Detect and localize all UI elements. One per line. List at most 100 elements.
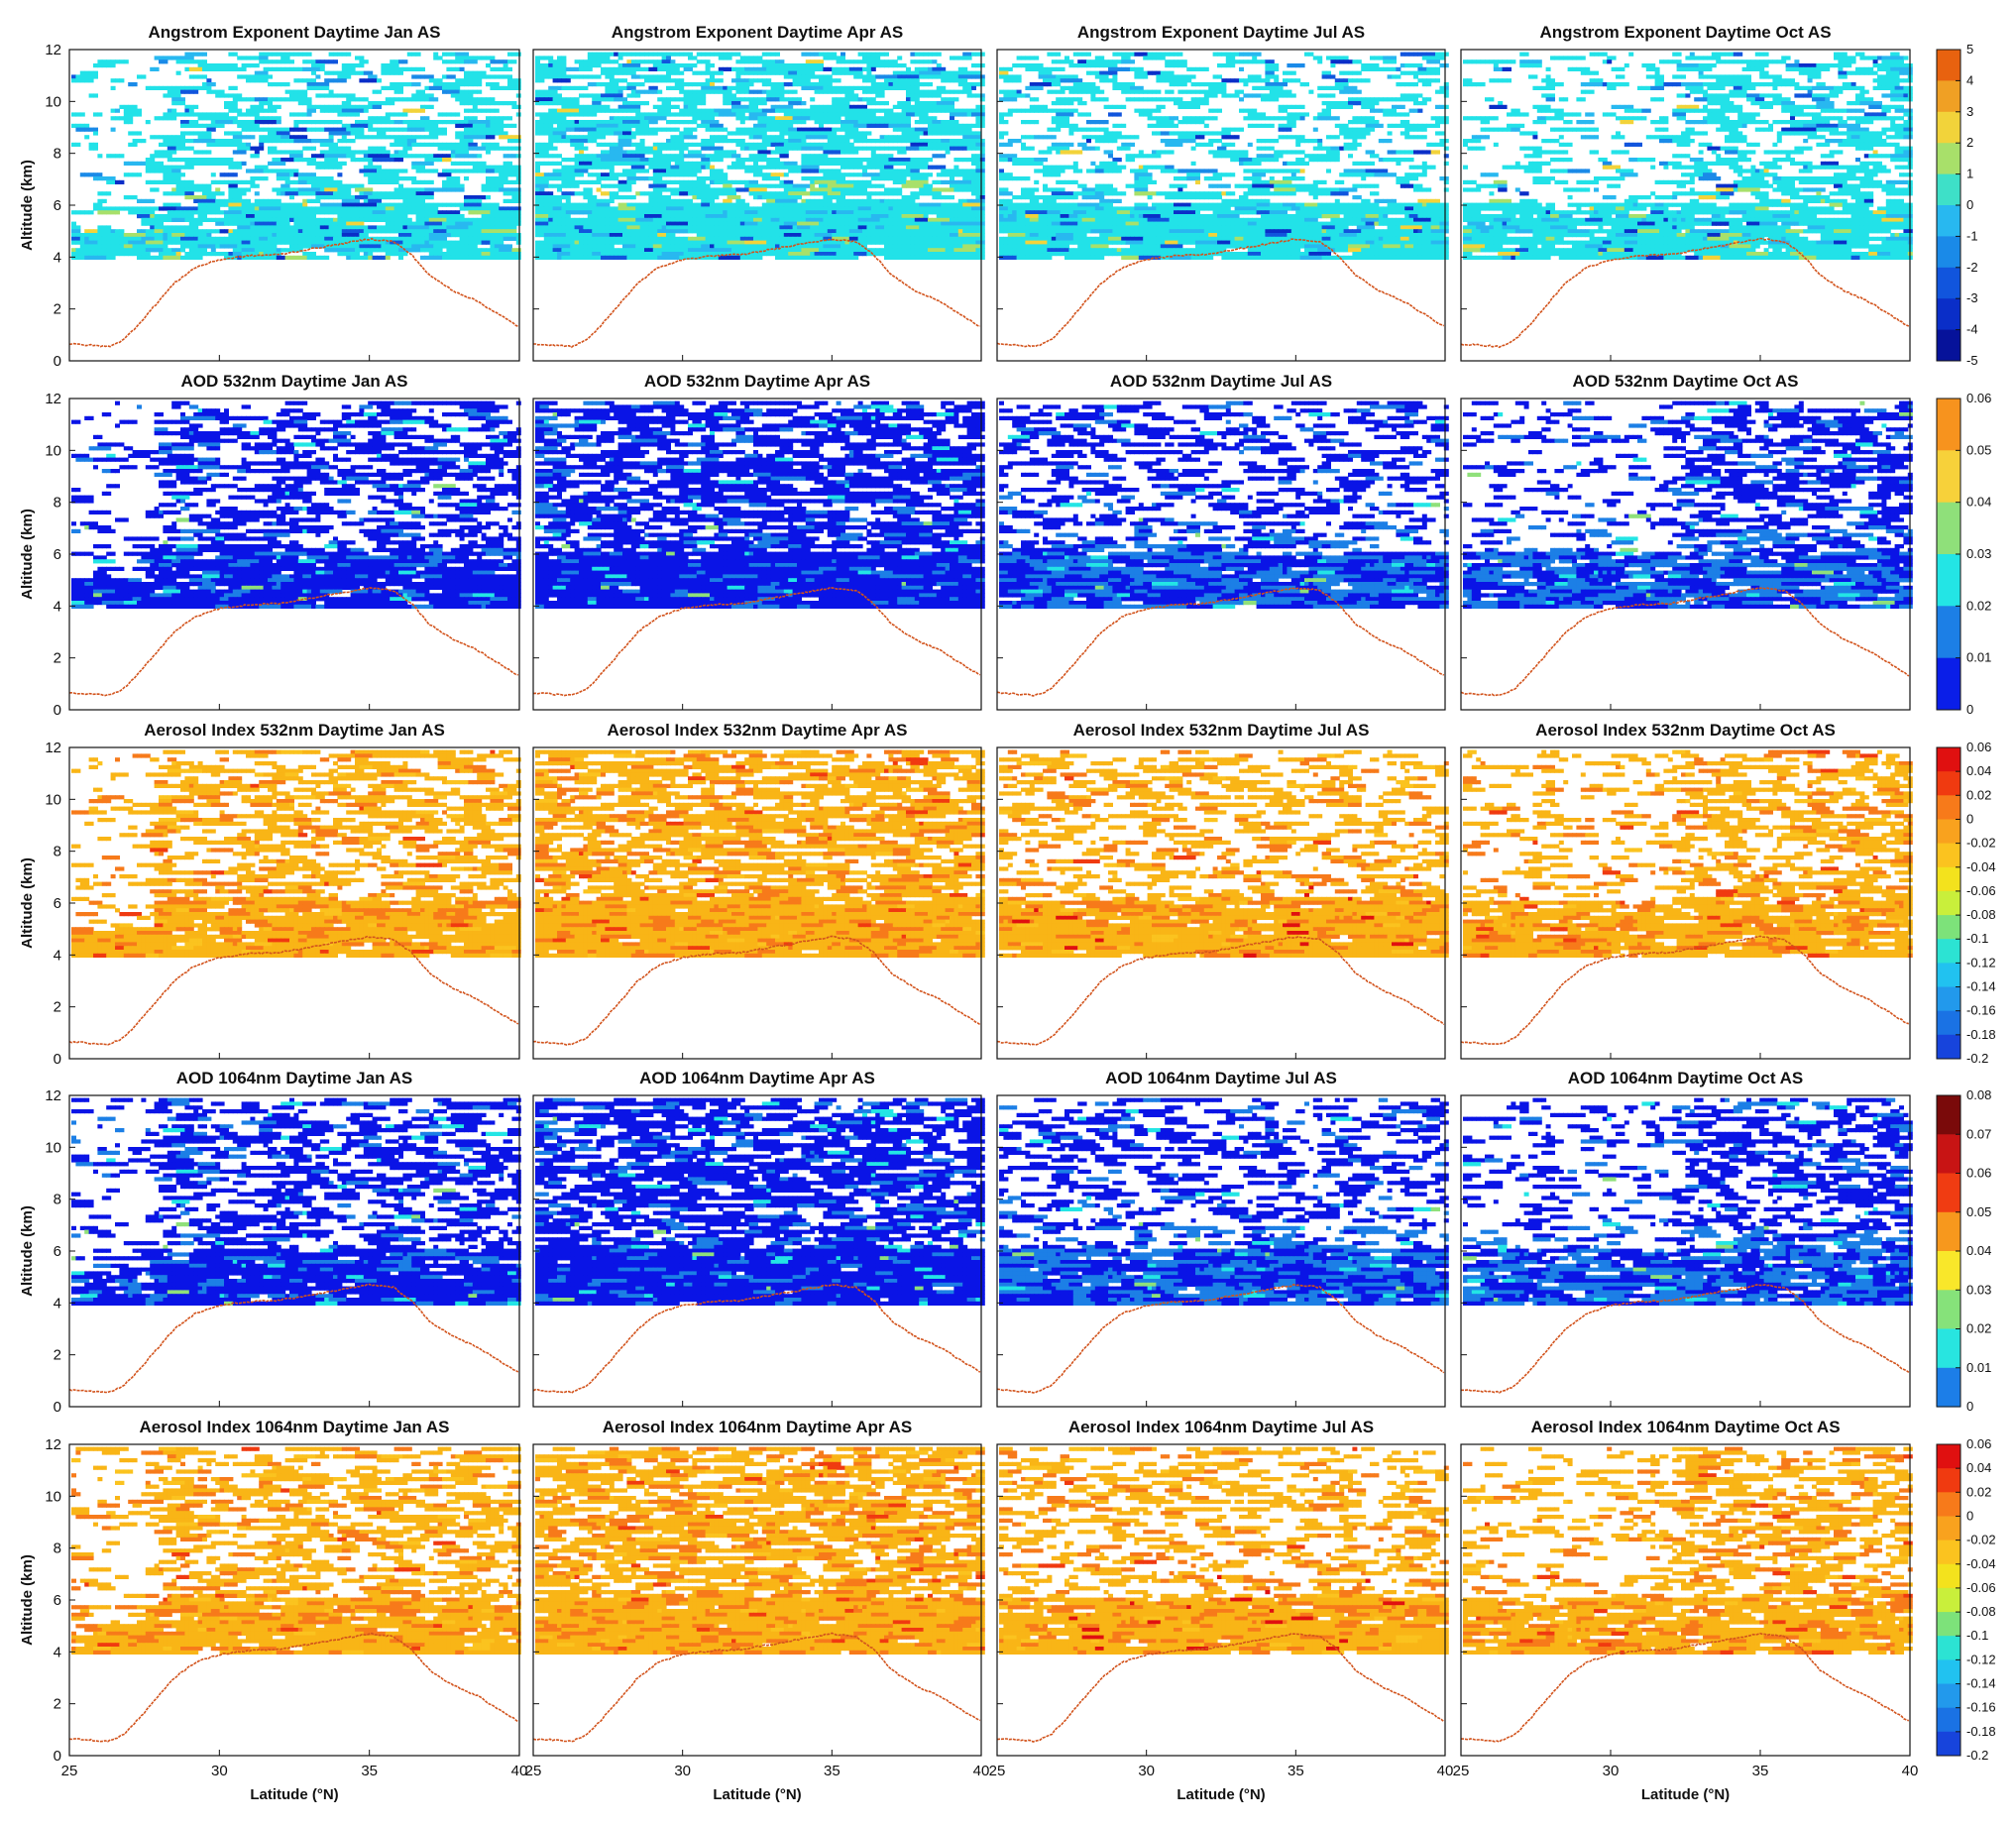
heatmap-cell <box>504 116 508 120</box>
heatmap-cell <box>477 154 482 158</box>
heatmap-cell <box>141 222 146 226</box>
heatmap-cell <box>460 131 465 135</box>
heatmap-cell <box>259 101 264 105</box>
heatmap-cell <box>451 214 456 218</box>
heatmap-cell <box>359 222 364 226</box>
heatmap-cell <box>320 150 325 154</box>
heatmap-cell <box>460 120 465 124</box>
heatmap-cell <box>202 184 207 188</box>
heatmap-cell <box>402 109 407 113</box>
heatmap-cell <box>268 229 273 233</box>
heatmap-cell <box>416 93 421 97</box>
heatmap-cell <box>504 218 508 222</box>
heatmap-cell <box>171 97 176 101</box>
heatmap-cell <box>351 158 356 162</box>
heatmap-cell <box>176 229 181 233</box>
heatmap-cell <box>424 162 429 166</box>
heatmap-cell <box>516 191 521 195</box>
heatmap-cell <box>416 222 421 226</box>
heatmap-cell <box>407 187 412 191</box>
heatmap-cell <box>89 172 94 176</box>
heatmap-cell <box>364 120 369 124</box>
heatmap-cell <box>499 86 504 90</box>
heatmap-cell <box>311 214 316 218</box>
heatmap-cell <box>504 214 508 218</box>
heatmap-cell <box>246 210 251 214</box>
heatmap-cell <box>460 206 465 210</box>
heatmap-cell <box>420 135 425 139</box>
heatmap-cell <box>128 105 133 109</box>
heatmap-cell <box>184 218 189 222</box>
heatmap-cell <box>504 169 508 172</box>
heatmap-cell <box>468 206 473 210</box>
heatmap-cell <box>455 120 460 124</box>
heatmap-cell <box>451 143 456 147</box>
heatmap-cell <box>511 191 516 195</box>
heatmap-cell <box>373 191 378 195</box>
heatmap-cell <box>206 184 211 188</box>
heatmap-cell <box>293 229 298 233</box>
heatmap-cell <box>289 139 294 143</box>
heatmap-cell <box>433 214 438 218</box>
heatmap-cell <box>355 124 360 128</box>
heatmap-cell <box>364 172 369 176</box>
heatmap-cell <box>473 166 478 170</box>
heatmap-cell <box>381 120 386 124</box>
heatmap-cell <box>420 210 425 214</box>
heatmap-cell <box>280 158 285 162</box>
heatmap-cell <box>220 143 225 147</box>
heatmap-cell <box>246 180 251 184</box>
heatmap-cell <box>168 139 172 143</box>
heatmap-cell <box>311 109 316 113</box>
heatmap-cell <box>302 158 307 162</box>
heatmap-cell <box>377 172 382 176</box>
heatmap-cell <box>424 210 429 214</box>
heatmap-cell <box>146 222 151 226</box>
heatmap-cell <box>429 210 434 214</box>
heatmap-cell <box>329 218 334 222</box>
heatmap-cell <box>315 187 320 191</box>
heatmap-cell <box>329 59 334 63</box>
heatmap-cell <box>407 199 412 203</box>
heatmap-cell <box>150 86 155 90</box>
heatmap-cell <box>298 180 303 184</box>
heatmap-cell <box>250 135 255 139</box>
heatmap-cell <box>495 86 500 90</box>
heatmap-cell <box>411 166 416 170</box>
heatmap-cell <box>159 218 164 222</box>
heatmap-cell <box>302 191 307 195</box>
heatmap-cell <box>311 225 316 229</box>
heatmap-cell <box>364 158 369 162</box>
heatmap-cell <box>329 158 334 162</box>
heatmap-cell <box>302 90 307 94</box>
heatmap-cell <box>320 82 325 86</box>
heatmap-cell <box>242 180 247 184</box>
heatmap-cell <box>337 187 342 191</box>
heatmap-cell <box>420 143 425 147</box>
heatmap-cell <box>324 71 329 75</box>
heatmap-cell <box>451 176 456 180</box>
heatmap-cell <box>315 180 320 184</box>
heatmap-cell <box>171 203 176 207</box>
heatmap-cell <box>298 128 303 132</box>
heatmap-cell <box>398 203 403 207</box>
heatmap-cell <box>324 225 329 229</box>
heatmap-cell <box>189 225 194 229</box>
heatmap-cell <box>394 214 399 218</box>
heatmap-cell <box>259 78 264 82</box>
heatmap-cell <box>159 59 164 63</box>
heatmap-cell <box>215 143 220 147</box>
heatmap-cell <box>237 195 242 199</box>
heatmap-cell <box>237 112 242 116</box>
heatmap-cell <box>298 222 303 226</box>
heatmap-cell <box>193 187 198 191</box>
heatmap-cell <box>233 86 238 90</box>
heatmap-cell <box>464 218 469 222</box>
heatmap-cell <box>320 105 325 109</box>
heatmap-cell <box>206 90 211 94</box>
heatmap-cell <box>293 128 298 132</box>
heatmap-cell <box>507 116 512 120</box>
heatmap-cell <box>233 191 238 195</box>
heatmap-cell <box>89 128 94 132</box>
heatmap-cell <box>133 162 138 166</box>
